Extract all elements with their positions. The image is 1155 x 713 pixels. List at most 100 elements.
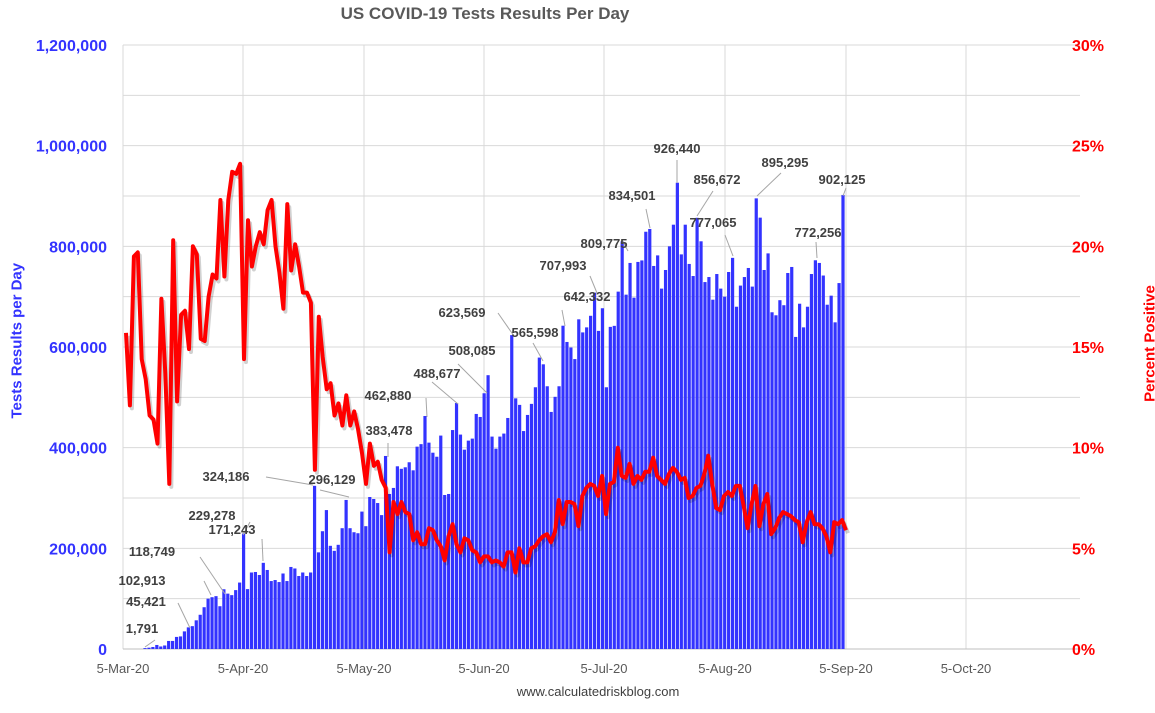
- test-bar: [715, 274, 719, 649]
- test-bar: [723, 296, 727, 649]
- test-bar: [577, 319, 581, 649]
- annotation-leader-line: [319, 489, 350, 498]
- test-bar: [415, 446, 419, 649]
- test-bar: [695, 217, 699, 650]
- test-bar: [837, 283, 841, 649]
- test-bar: [754, 198, 758, 649]
- test-bar: [687, 263, 691, 649]
- annotation-leader-line: [261, 538, 264, 562]
- annotation-leader-line: [621, 239, 629, 252]
- percent-positive-line: [124, 161, 848, 575]
- test-bar: [281, 573, 285, 649]
- test-bar: [541, 364, 545, 649]
- test-bar: [190, 626, 194, 649]
- test-bar: [253, 571, 258, 649]
- test-bar: [293, 568, 297, 649]
- test-bar: [758, 217, 762, 650]
- test-bar: [632, 297, 636, 649]
- y-left-tick-label: 0: [98, 642, 107, 659]
- test-bar: [454, 403, 459, 649]
- annotation-leader-line: [242, 521, 251, 536]
- test-bar: [841, 194, 845, 649]
- annotation-leader-line: [645, 208, 651, 229]
- test-bar: [439, 435, 443, 649]
- test-bar: [391, 487, 396, 649]
- test-bar: [809, 274, 814, 649]
- annotation-label: 118,749: [129, 544, 175, 559]
- test-bar: [450, 430, 455, 649]
- test-bar: [679, 254, 683, 650]
- test-bar: [380, 515, 384, 649]
- x-tick-label: 5-May-20: [337, 661, 392, 676]
- test-bar: [537, 357, 541, 649]
- test-bar: [738, 285, 743, 649]
- y-left-tick-label: 400,000: [49, 441, 107, 458]
- test-bar: [801, 327, 806, 649]
- y-right-tick-label: 25%: [1072, 139, 1104, 156]
- test-bar: [364, 526, 368, 649]
- test-bar: [285, 581, 289, 649]
- test-bar: [774, 315, 778, 649]
- test-bar: [766, 253, 770, 649]
- test-bar: [691, 276, 695, 649]
- annotation-label: 1,791: [126, 621, 159, 636]
- test-bar: [671, 224, 676, 649]
- test-bar: [750, 286, 754, 649]
- test-bar: [719, 288, 723, 649]
- test-bar: [616, 291, 620, 649]
- test-bar: [403, 467, 407, 649]
- test-bar: [833, 322, 837, 649]
- test-bar: [273, 580, 277, 649]
- test-bar: [182, 631, 187, 649]
- annotation-label: 772,256: [795, 225, 842, 240]
- test-bar: [265, 569, 269, 649]
- test-bar: [667, 246, 672, 650]
- test-bar: [782, 305, 786, 649]
- annotation-label: 642,332: [564, 289, 611, 304]
- y-axis-left-title: Tests Results per Day: [8, 262, 26, 419]
- annotation-label: 508,085: [449, 343, 496, 358]
- test-bar: [348, 528, 352, 649]
- test-bar: [569, 347, 573, 649]
- test-bar: [431, 452, 435, 649]
- x-tick-label: 5-Mar-20: [97, 661, 150, 676]
- test-bar: [443, 494, 447, 649]
- test-bar: [163, 645, 167, 649]
- test-bar: [581, 332, 585, 649]
- test-bar: [813, 260, 817, 649]
- y-right-tick-label: 10%: [1072, 441, 1104, 458]
- annotation-label: 926,440: [654, 141, 701, 156]
- test-bar: [186, 627, 190, 649]
- annotation-label: 171,243: [209, 522, 256, 537]
- test-bar: [592, 292, 597, 649]
- y-left-tick-label: 1,000,000: [36, 139, 107, 156]
- test-bar: [202, 607, 206, 649]
- test-bar: [462, 449, 467, 649]
- test-bar: [198, 614, 202, 649]
- test-bar: [478, 416, 482, 649]
- test-bar: [533, 387, 538, 649]
- x-tick-label: 5-Jun-20: [458, 661, 509, 676]
- test-bar: [486, 375, 490, 649]
- test-bar: [746, 267, 750, 649]
- test-bar: [762, 269, 766, 649]
- test-bar: [277, 582, 281, 649]
- test-bar: [309, 572, 313, 649]
- test-bar: [675, 182, 679, 649]
- test-bar: [470, 438, 474, 649]
- test-bar: [565, 341, 569, 649]
- test-bar: [458, 434, 463, 649]
- x-tick-label: 5-Oct-20: [941, 661, 992, 676]
- test-bar: [490, 436, 494, 649]
- annotation-leader-line: [842, 187, 847, 197]
- annotation-leader-line: [756, 172, 782, 197]
- annotation-leader-line: [532, 342, 544, 362]
- source-footer: www.calculatedriskblog.com: [516, 684, 680, 699]
- test-bar: [529, 403, 534, 649]
- annotation-leader-line: [265, 476, 314, 486]
- test-bar: [301, 572, 305, 649]
- test-bar: [502, 433, 506, 649]
- test-bar: [344, 499, 348, 649]
- test-bar: [663, 269, 668, 649]
